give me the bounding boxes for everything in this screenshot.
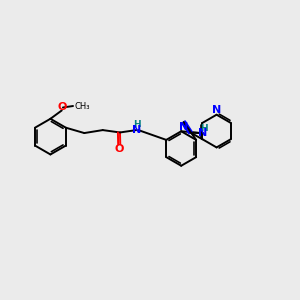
Text: N: N	[212, 105, 221, 115]
Text: CH₃: CH₃	[74, 101, 90, 110]
Text: N: N	[179, 122, 188, 132]
Text: N: N	[198, 128, 207, 138]
Text: H: H	[200, 124, 207, 133]
Text: H: H	[133, 120, 140, 129]
Text: O: O	[114, 144, 124, 154]
Text: N: N	[132, 125, 141, 135]
Text: O: O	[57, 102, 67, 112]
